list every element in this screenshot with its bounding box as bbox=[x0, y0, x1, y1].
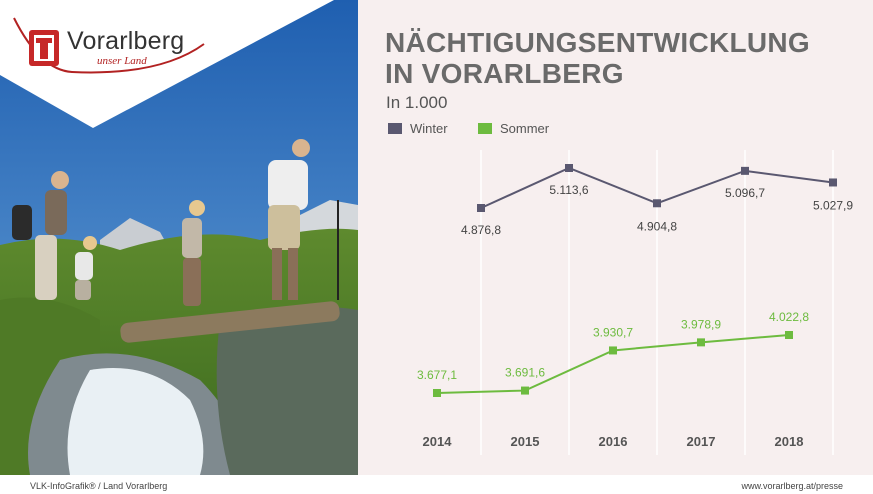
legend-winter-label: Winter bbox=[410, 121, 448, 136]
data-label-sommer: 3.978,9 bbox=[681, 317, 721, 331]
logo-banner: Vorarlberg unser Land bbox=[0, 0, 358, 130]
data-point-winter bbox=[829, 178, 837, 187]
data-label-winter: 4.876,8 bbox=[461, 223, 501, 237]
data-point-winter bbox=[477, 204, 485, 212]
data-point-winter bbox=[653, 199, 661, 208]
x-tick-label: 2014 bbox=[423, 434, 453, 449]
data-point-winter bbox=[741, 166, 749, 175]
legend-sommer-label: Sommer bbox=[500, 121, 550, 136]
data-point-sommer bbox=[697, 338, 705, 347]
data-label-sommer: 3.930,7 bbox=[593, 325, 633, 339]
brand-name: Vorarlberg bbox=[67, 27, 185, 55]
series-line-sommer bbox=[436, 334, 790, 394]
footer-credit: VLK-InfoGrafik® / Land Vorarlberg bbox=[30, 481, 168, 491]
chart-panel: NÄCHTIGUNGSENTWICKLUNG IN VORARLBERG In … bbox=[358, 0, 873, 475]
data-label-sommer: 3.677,1 bbox=[417, 368, 457, 382]
chart-title-line2: IN VORARLBERG bbox=[385, 58, 624, 89]
x-tick-label: 2015 bbox=[511, 434, 540, 449]
x-tick-label: 2016 bbox=[599, 434, 628, 449]
data-label-winter: 5.096,7 bbox=[725, 186, 765, 200]
data-label-sommer: 4.022,8 bbox=[769, 310, 809, 324]
line-chart: 4.876,8 5.113,6 4.904,8 5.096,7 5.027,9 3.677… bbox=[417, 150, 853, 455]
data-label-winter: 5.027,9 bbox=[813, 198, 853, 212]
legend-sommer-swatch bbox=[478, 123, 492, 134]
data-label-winter: 5.113,6 bbox=[549, 183, 588, 197]
data-point-sommer bbox=[609, 346, 617, 355]
legend-winter: Winter bbox=[388, 121, 448, 136]
data-label-sommer: 3.691,6 bbox=[505, 366, 545, 380]
footer: VLK-InfoGrafik® / Land Vorarlberg www.vo… bbox=[0, 475, 873, 494]
data-label-winter: 4.904,8 bbox=[637, 219, 677, 233]
data-point-winter bbox=[565, 164, 573, 172]
chart-title: NÄCHTIGUNGSENTWICKLUNG bbox=[385, 27, 811, 58]
data-point-sommer bbox=[785, 331, 793, 339]
data-point-sommer bbox=[521, 386, 529, 395]
chart-subtitle: In 1.000 bbox=[386, 93, 448, 112]
footer-url: www.vorarlberg.at/presse bbox=[741, 481, 843, 491]
data-point-sommer bbox=[433, 389, 441, 397]
legend-sommer: Sommer bbox=[478, 121, 549, 136]
brand-tagline: unser Land bbox=[97, 55, 147, 67]
x-tick-label: 2017 bbox=[687, 434, 716, 449]
x-tick-label: 2018 bbox=[775, 434, 804, 449]
legend-winter-swatch bbox=[388, 123, 402, 134]
